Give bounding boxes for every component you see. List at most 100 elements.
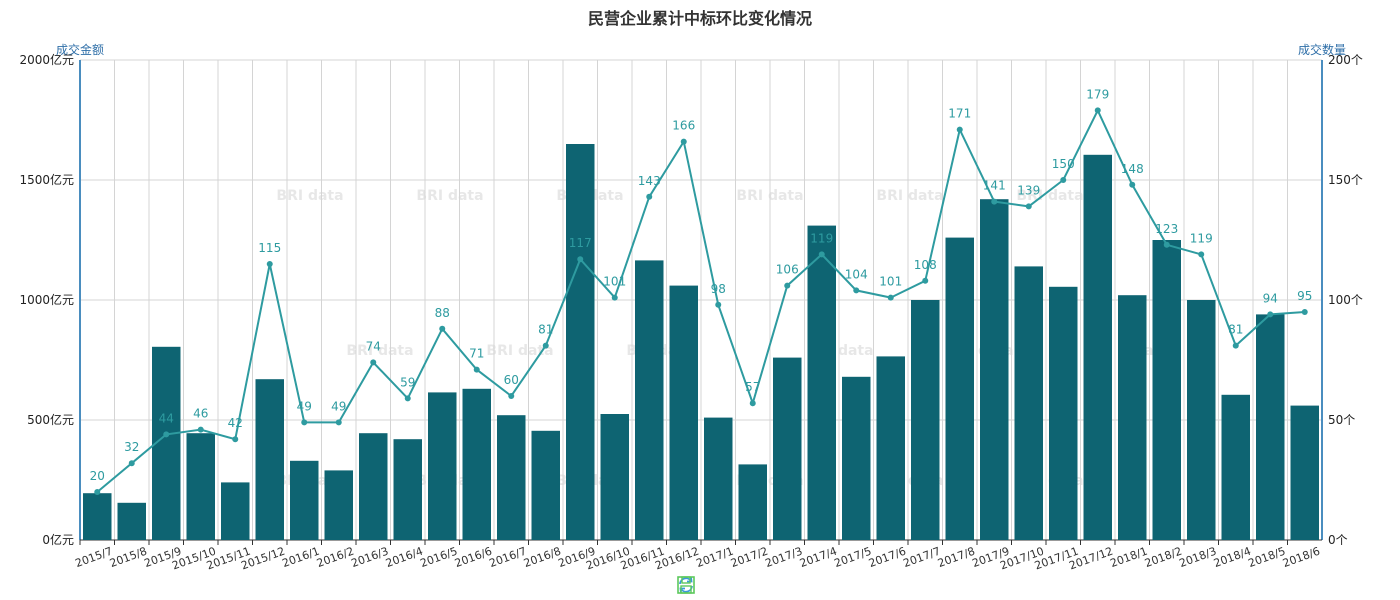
chart-title: 民营企业累计中标环比变化情况 [587, 9, 812, 28]
line-point-5 [266, 261, 273, 267]
watermark-4: BRI data [876, 188, 943, 204]
line-point-13 [542, 342, 549, 349]
line-point-18 [715, 301, 722, 308]
line-point-9 [404, 395, 411, 402]
data-label-22: 104 [845, 267, 868, 281]
line-point-3 [197, 426, 204, 433]
line-point-12 [508, 393, 515, 399]
data-label-11: 71 [469, 347, 484, 361]
data-label-12: 60 [504, 373, 519, 387]
data-label-19: 57 [745, 380, 760, 394]
data-label-13: 81 [538, 323, 553, 337]
line-point-15 [611, 294, 618, 301]
data-label-5: 115 [258, 241, 281, 255]
line-point-2 [163, 431, 170, 438]
data-label-3: 46 [193, 407, 208, 421]
bar-1 [117, 502, 146, 540]
data-label-30: 148 [1121, 162, 1144, 176]
y-right-tick-2: 100个 [1328, 293, 1363, 307]
y-left-tick-2: 1000亿元 [19, 292, 74, 307]
bar-12 [497, 415, 526, 540]
bar-29 [1083, 154, 1112, 541]
data-label-20: 106 [776, 263, 799, 277]
data-label-35: 95 [1297, 289, 1312, 303]
y-axis-left-name: 成交金额 [56, 43, 105, 57]
line-series [96, 108, 1305, 493]
data-label-32: 119 [1190, 231, 1213, 245]
line-point-10 [439, 325, 446, 332]
line-point-17 [680, 138, 687, 145]
bar-9 [393, 439, 422, 540]
line-point-19 [749, 400, 756, 407]
data-label-0: 20 [90, 469, 105, 483]
y-right-tick-1: 50个 [1328, 413, 1355, 427]
bar-11 [462, 388, 491, 540]
data-label-16: 143 [638, 174, 661, 188]
bar-5 [255, 379, 284, 540]
data-label-1: 32 [124, 440, 139, 454]
bar-30 [1118, 295, 1147, 540]
x-tick-label-35: 2018/6 [1281, 545, 1322, 570]
watermark-7: BRI data [486, 343, 553, 359]
line-point-6 [301, 419, 308, 426]
data-label-9: 59 [400, 375, 415, 389]
line-point-34 [1267, 311, 1274, 318]
y-right-tick-4: 200个 [1328, 53, 1363, 67]
line-point-25 [956, 126, 963, 133]
bar-20 [773, 357, 802, 540]
bar-35 [1290, 405, 1319, 540]
y-axis-right-name: 成交数量 [1298, 43, 1347, 57]
data-label-7: 49 [331, 399, 346, 413]
line-point-16 [646, 193, 653, 200]
line-point-20 [784, 282, 791, 289]
bar-21 [807, 225, 836, 540]
bar-0 [83, 493, 112, 540]
bar-6 [290, 460, 319, 540]
y-left-tick-4: 2000亿元 [19, 52, 74, 67]
line-point-23 [887, 294, 894, 301]
data-label-28: 150 [1052, 157, 1075, 171]
bar-14 [566, 144, 595, 540]
line-point-14 [577, 256, 584, 263]
data-label-33: 81 [1228, 323, 1243, 337]
line-point-27 [1025, 203, 1032, 210]
watermark-0: BRI data [276, 188, 343, 204]
bar-7 [324, 470, 353, 540]
bar-28 [1049, 286, 1078, 540]
line-point-24 [922, 277, 929, 284]
data-label-26: 141 [983, 179, 1006, 193]
save-image-icon[interactable] [676, 575, 696, 595]
bar-3 [186, 433, 215, 540]
bar-19 [738, 464, 767, 540]
data-label-21: 119 [810, 231, 833, 245]
watermark-1: BRI data [416, 188, 483, 204]
bar-23 [876, 356, 905, 540]
line-point-31 [1163, 241, 1170, 248]
line-point-11 [473, 366, 480, 373]
data-label-10: 88 [435, 306, 450, 320]
line-point-35 [1301, 309, 1308, 315]
y-right-tick-0: 0个 [1328, 533, 1348, 547]
watermark-5: BRI data [1016, 188, 1083, 204]
data-label-2: 44 [159, 411, 174, 425]
bar-22 [842, 376, 871, 540]
y-right-tick-3: 150个 [1328, 173, 1363, 187]
watermark-6: BRI data [346, 343, 413, 359]
line-point-7 [335, 419, 342, 426]
line-point-21 [818, 251, 825, 258]
bar-33 [1221, 394, 1250, 540]
data-label-34: 94 [1263, 291, 1278, 305]
data-label-23: 101 [879, 275, 902, 289]
line-point-28 [1060, 177, 1067, 183]
data-label-18: 98 [711, 282, 726, 296]
line-point-8 [370, 359, 377, 366]
line-point-26 [991, 198, 998, 205]
data-label-27: 139 [1017, 183, 1040, 197]
data-label-29: 179 [1086, 87, 1109, 101]
bar-15 [600, 414, 629, 540]
y-left-tick-3: 1500亿元 [19, 172, 74, 187]
data-label-8: 74 [366, 339, 381, 353]
data-label-4: 42 [228, 416, 243, 430]
